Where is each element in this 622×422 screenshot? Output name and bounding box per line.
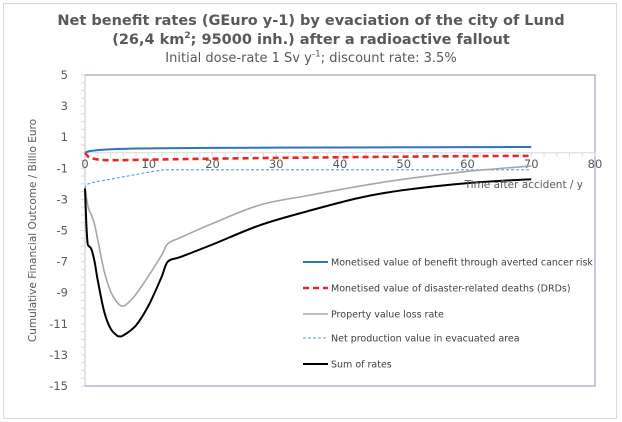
y-tick-label: -13 [49, 348, 68, 362]
subtitle-sup: -1 [311, 49, 321, 60]
legend-label: Net production value in evacuated area [331, 334, 520, 345]
chart-title-line2: (26,4 km2; 95000 inh.) after a radioacti… [0, 32, 622, 48]
legend-label: Monetised value of disaster-related deat… [331, 284, 571, 295]
legend: Monetised value of benefit through avert… [303, 258, 593, 371]
series-averted-cancer-benefit [84, 146, 532, 154]
subtitle-suffix: ; discount rate: 3.5% [320, 51, 457, 66]
x-tick-label: 50 [396, 157, 411, 171]
x-axis: 0 10 20 30 40 50 60 70 80 [81, 152, 603, 171]
subtitle-prefix: Initial dose-rate 1 Sv y [165, 51, 312, 66]
x-tick-label: 60 [460, 157, 475, 171]
y-tick-label: -7 [57, 255, 68, 269]
y-axis-title: Cumulative Financial Outcome / Billio Eu… [27, 119, 39, 342]
x-tick-label: 80 [588, 157, 603, 171]
title-line2-prefix: (26,4 km [112, 32, 185, 48]
y-axis: 5 3 1 -1 -3 -5 -7 -9 -11 -13 -15 [49, 68, 86, 393]
y-tick-label: -9 [57, 286, 68, 300]
y-tick-label: 5 [61, 68, 68, 82]
chart-title: Net benefit rates (GEuro y-1) by evaciat… [57, 13, 565, 29]
chart-subtitle: Initial dose-rate 1 Sv y-1; discount rat… [0, 49, 622, 66]
y-tick-label: -1 [57, 161, 68, 175]
series-sum-of-rates [84, 178, 532, 338]
series-group [83, 146, 532, 338]
series-disaster-related-deaths [83, 151, 532, 162]
y-tick-label: -3 [57, 192, 68, 206]
title-line2-suffix: ; 95000 inh.) after a radioactive fallou… [190, 32, 510, 48]
legend-label: Monetised value of benefit through avert… [331, 258, 593, 269]
legend-label: Sum of rates [331, 360, 392, 371]
series-net-production-value [84, 169, 532, 189]
series-property-value-loss [84, 165, 532, 307]
x-tick-label: 30 [269, 157, 284, 171]
y-tick-label: 3 [61, 99, 68, 113]
y-tick-label: -15 [49, 379, 68, 393]
y-tick-label: -11 [49, 317, 68, 331]
title-line2-sup: 2 [184, 31, 191, 42]
y-tick-label: 1 [61, 130, 68, 144]
x-tick-label: 0 [81, 157, 88, 171]
y-tick-label: -5 [57, 224, 68, 238]
x-tick-label: 20 [205, 157, 220, 171]
x-axis-title: Time after accident / y [464, 179, 583, 191]
legend-label: Property value loss rate [331, 310, 444, 321]
x-tick-label: 40 [333, 157, 348, 171]
x-tick-label: 70 [524, 157, 539, 171]
